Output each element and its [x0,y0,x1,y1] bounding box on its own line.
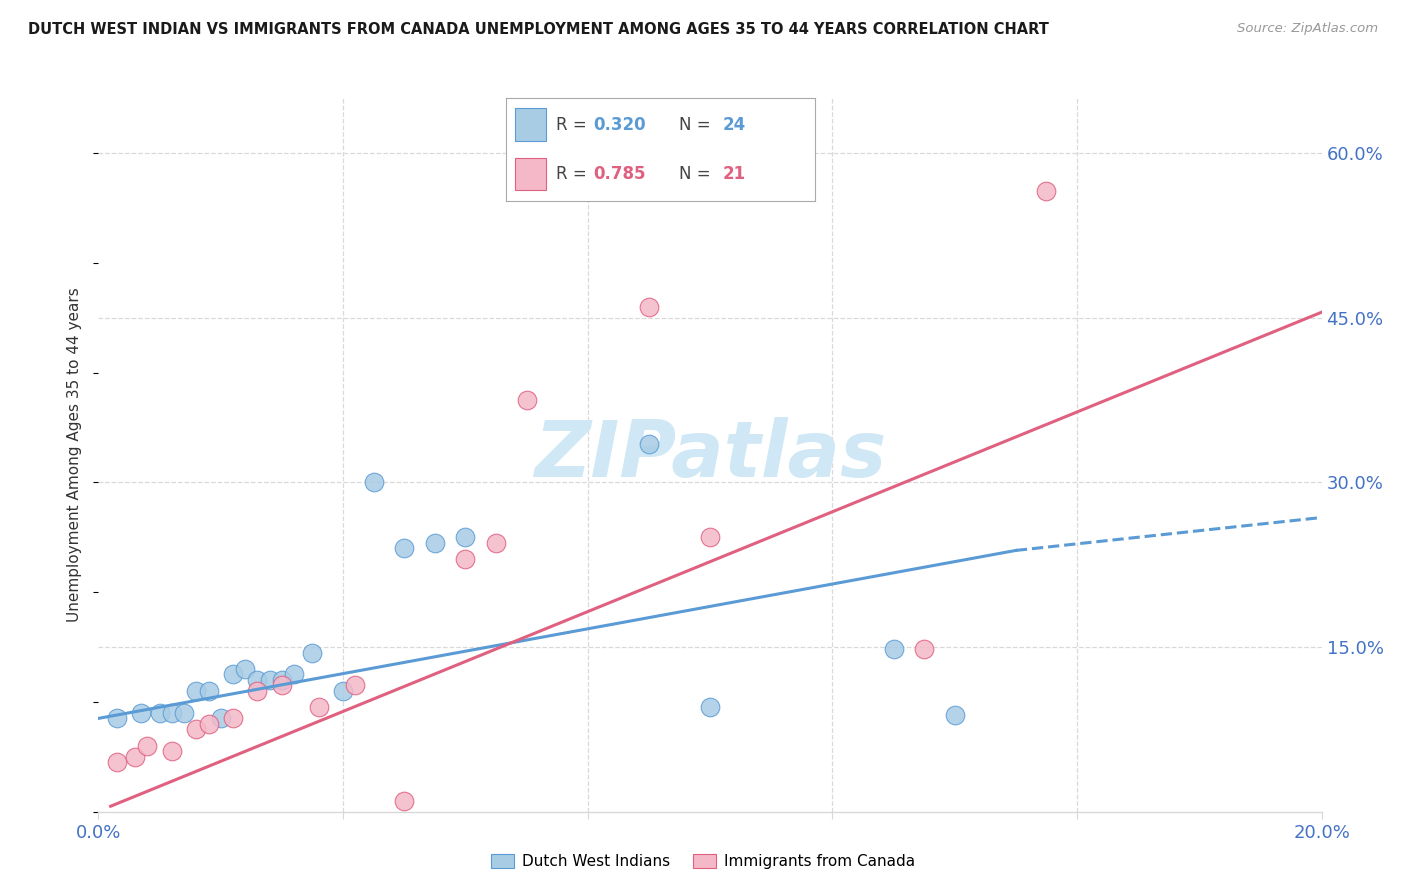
Text: 0.320: 0.320 [593,116,645,134]
Text: N =: N = [679,165,716,183]
Text: DUTCH WEST INDIAN VS IMMIGRANTS FROM CANADA UNEMPLOYMENT AMONG AGES 35 TO 44 YEA: DUTCH WEST INDIAN VS IMMIGRANTS FROM CAN… [28,22,1049,37]
Text: 24: 24 [723,116,747,134]
Point [246,684,269,698]
Point [454,552,477,566]
Text: R =: R = [555,116,592,134]
Point [246,673,269,687]
Y-axis label: Unemployment Among Ages 35 to 44 years: Unemployment Among Ages 35 to 44 years [67,287,83,623]
Text: Source: ZipAtlas.com: Source: ZipAtlas.com [1237,22,1378,36]
Point [283,667,305,681]
Point [699,530,721,544]
Point [222,711,245,725]
Point [186,723,208,737]
Point [883,642,905,657]
Point [160,706,183,720]
Point [344,678,367,692]
Point [233,662,256,676]
Point [270,673,292,687]
Point [186,684,208,698]
Point [943,708,966,723]
Text: 21: 21 [723,165,745,183]
Point [209,711,232,725]
Point [124,749,146,764]
Point [105,756,128,770]
Text: 0.785: 0.785 [593,165,645,183]
Point [197,684,219,698]
Point [912,642,935,657]
Text: ZIPatlas: ZIPatlas [534,417,886,493]
Point [197,717,219,731]
Point [129,706,152,720]
Point [423,535,446,549]
Point [363,475,385,490]
Point [392,794,416,808]
Point [136,739,159,753]
Text: R =: R = [555,165,592,183]
Point [270,678,292,692]
Point [149,706,172,720]
Point [392,541,416,556]
Point [637,437,661,451]
Point [332,684,354,698]
Point [1035,185,1057,199]
Point [301,646,323,660]
Text: N =: N = [679,116,716,134]
Point [308,700,330,714]
FancyBboxPatch shape [516,109,547,141]
Point [173,706,195,720]
Point [485,535,508,549]
Point [699,700,721,714]
Point [105,711,128,725]
Legend: Dutch West Indians, Immigrants from Canada: Dutch West Indians, Immigrants from Cana… [485,848,921,875]
FancyBboxPatch shape [516,158,547,190]
Point [454,530,477,544]
Point [516,392,538,407]
Point [222,667,245,681]
Point [637,300,661,314]
Point [160,744,183,758]
Point [259,673,281,687]
